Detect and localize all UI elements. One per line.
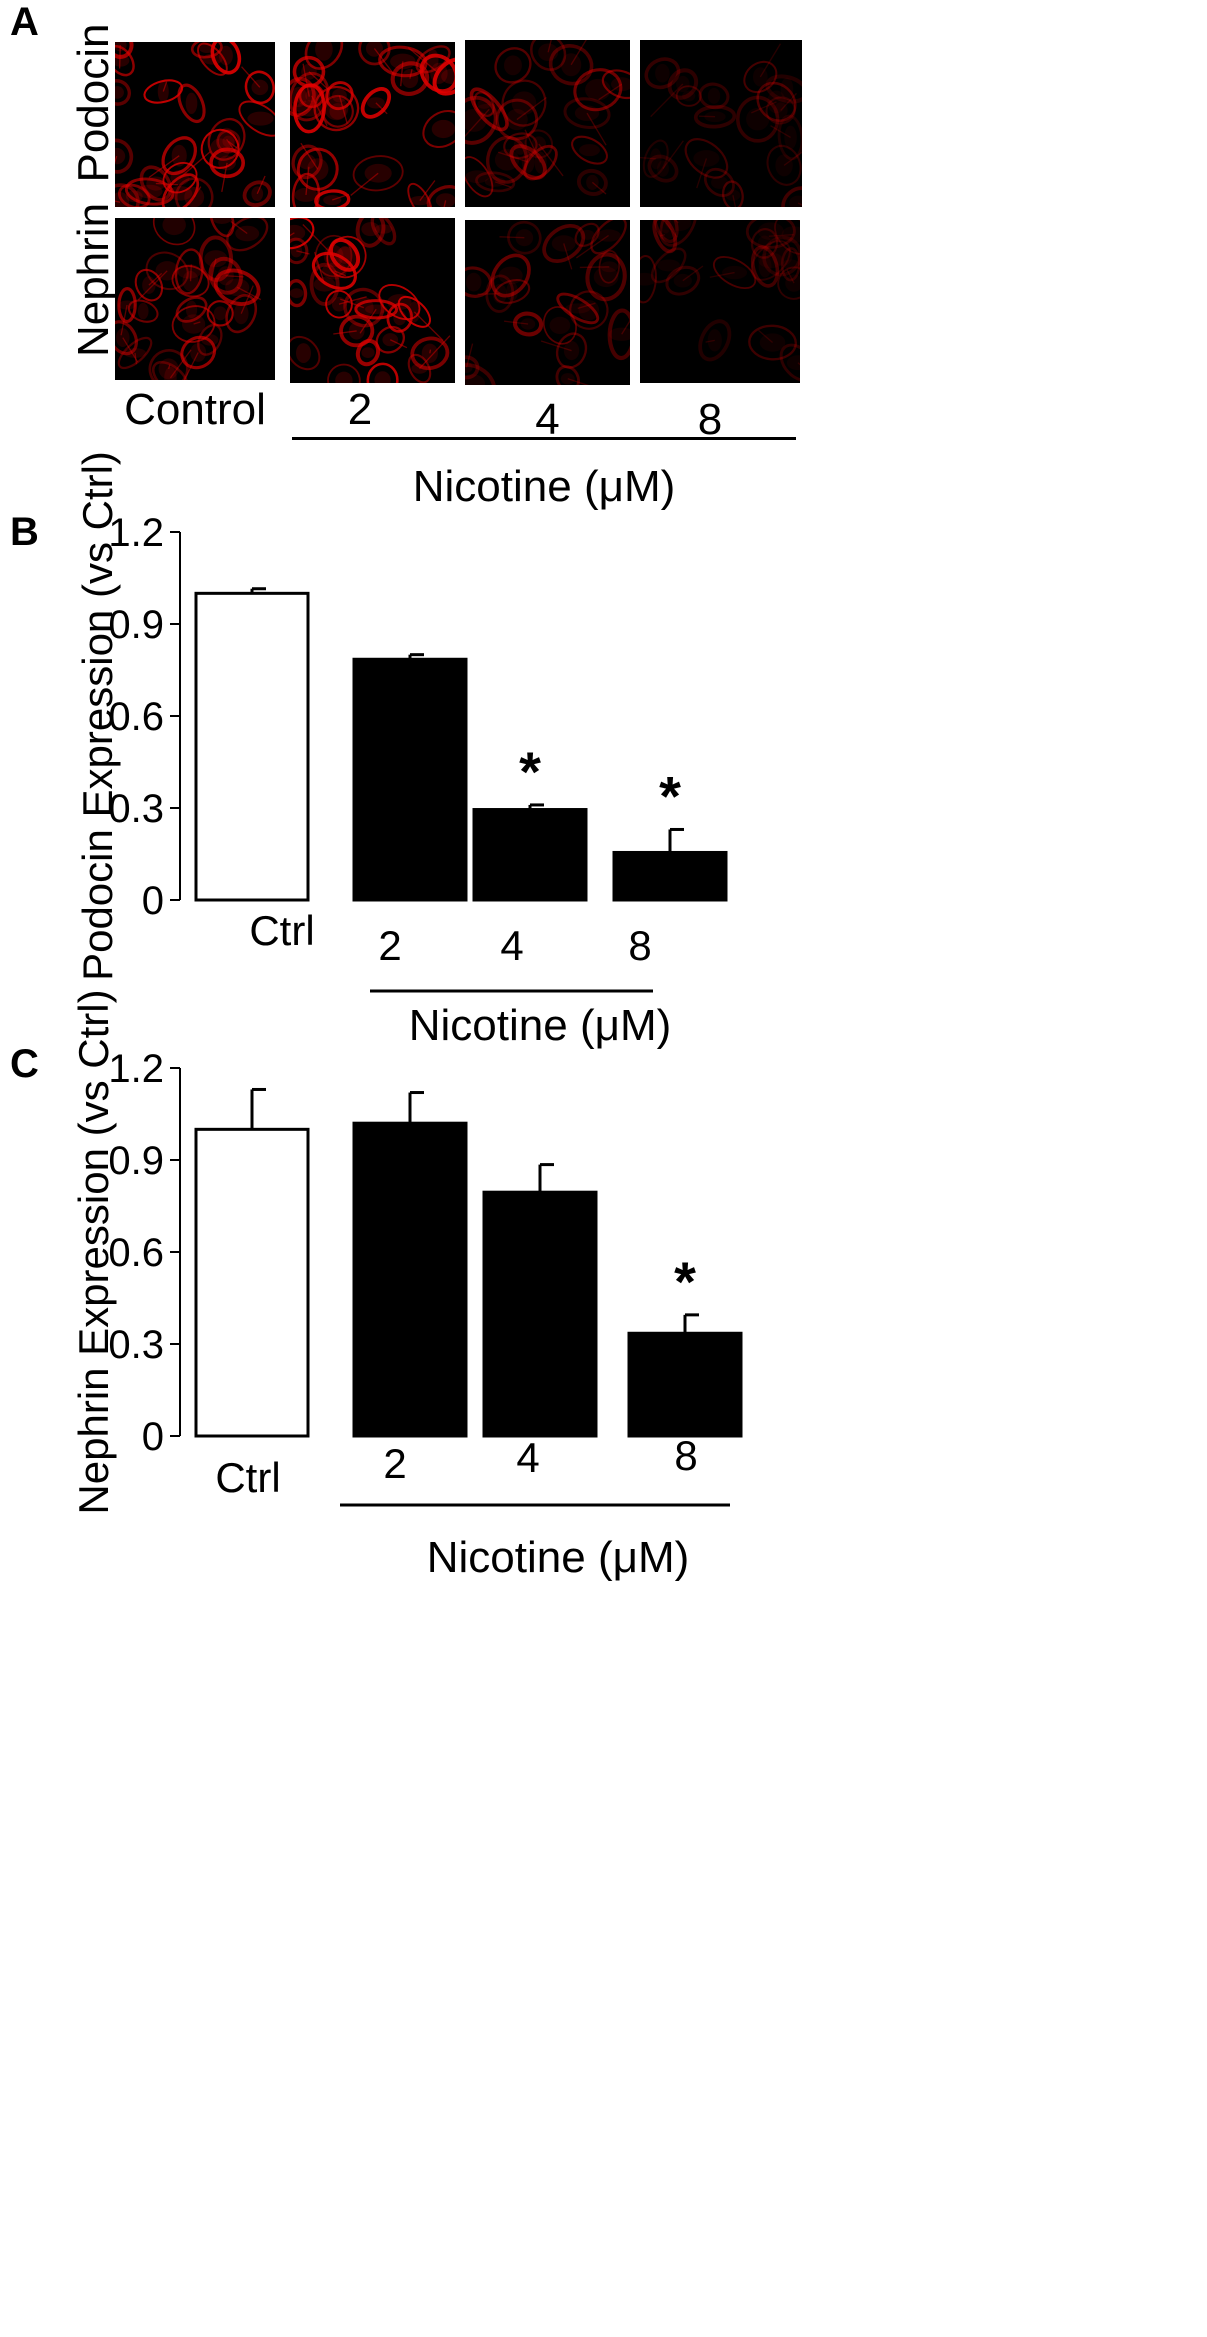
bar-2 bbox=[352, 1121, 468, 1438]
x-tick-label-8: 8 bbox=[628, 922, 651, 969]
x-tick-label-4: 4 bbox=[516, 1434, 539, 1481]
bar-4 bbox=[482, 1190, 598, 1438]
micrograph-podocin-4 bbox=[465, 40, 630, 207]
panel-a-label: A bbox=[10, 0, 39, 44]
y-tick-label: 0.9 bbox=[108, 603, 164, 647]
y-tick-label: 1.2 bbox=[108, 511, 164, 555]
y-tick-label: 1.2 bbox=[108, 1047, 164, 1091]
micrograph-nephrin-control bbox=[115, 218, 275, 380]
micrograph-podocin-2 bbox=[290, 42, 455, 207]
bar-2 bbox=[352, 657, 468, 902]
x-tick-label-4: 4 bbox=[500, 922, 523, 969]
y-tick-label: 0.6 bbox=[108, 1231, 164, 1275]
y-tick-label: 0.3 bbox=[108, 1323, 164, 1367]
nicotine-group-line-a bbox=[292, 437, 796, 440]
panel-c-label: C bbox=[10, 1042, 39, 1086]
micrograph-podocin-8 bbox=[640, 40, 802, 207]
panel-b-label: B bbox=[10, 510, 39, 554]
micrograph-podocin-control bbox=[115, 42, 275, 207]
x-tick-label-2: 2 bbox=[378, 922, 401, 969]
bar-4 bbox=[472, 808, 588, 902]
bar-8 bbox=[612, 850, 728, 902]
micrograph-nephrin-4 bbox=[465, 220, 630, 385]
condition-label-8: 8 bbox=[697, 395, 723, 444]
significance-marker: * bbox=[519, 740, 541, 803]
micrograph-nephrin-8 bbox=[640, 220, 800, 383]
x-tick-label-ctrl: Ctrl bbox=[215, 1454, 280, 1501]
y-tick-label: 0.9 bbox=[108, 1139, 164, 1183]
condition-label-4: 4 bbox=[535, 395, 560, 444]
y-tick-label: 0 bbox=[142, 1415, 164, 1459]
significance-marker: * bbox=[659, 764, 681, 827]
micrograph-nephrin-2 bbox=[290, 218, 455, 383]
nicotine-group-label: Nicotine (μM) bbox=[427, 1533, 690, 1582]
y-tick-label: 0 bbox=[142, 879, 164, 923]
condition-label-control: Control bbox=[124, 385, 266, 434]
bar-ctrl bbox=[194, 1127, 310, 1438]
x-tick-label-ctrl: Ctrl bbox=[249, 907, 314, 954]
x-tick-label-8: 8 bbox=[674, 1432, 697, 1479]
significance-marker: * bbox=[674, 1250, 696, 1313]
x-tick-label-2: 2 bbox=[383, 1440, 406, 1487]
nicotine-group-label-a: Nicotine (μM) bbox=[412, 462, 676, 511]
y-axis-title: Nephrin Expression (vs Ctrl) bbox=[70, 989, 117, 1514]
y-tick-label: 0.3 bbox=[108, 787, 164, 831]
y-tick-label: 0.6 bbox=[108, 695, 164, 739]
condition-label-2: 2 bbox=[347, 385, 373, 434]
bar-8 bbox=[627, 1331, 743, 1438]
nicotine-group-label: Nicotine (μM) bbox=[409, 1001, 672, 1050]
y-axis-title: Podocin Expression (vs Ctrl) bbox=[74, 451, 121, 981]
